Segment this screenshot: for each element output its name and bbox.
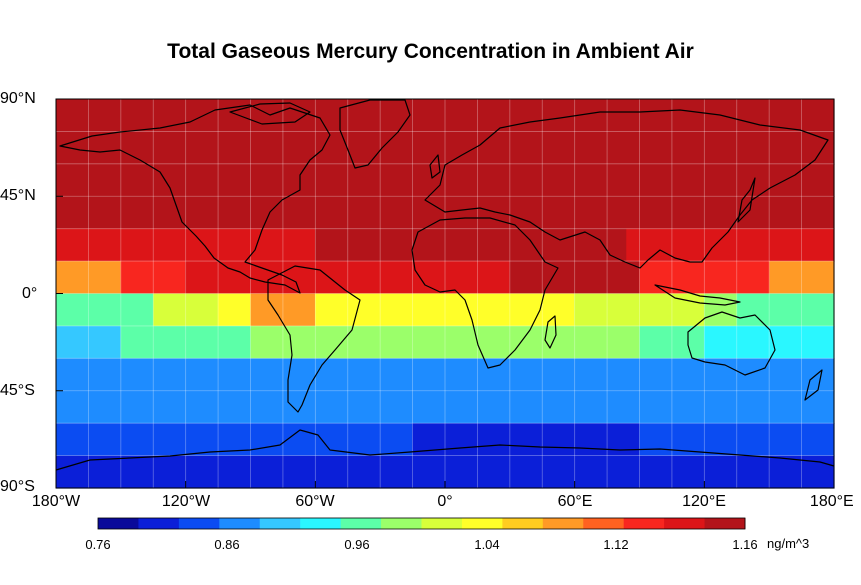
grid-cell (56, 163, 835, 197)
british-isles-outline (429, 154, 441, 179)
colorbar-unit: ng/m^3 (767, 536, 810, 551)
grid-cell (639, 261, 771, 295)
colorbar-swatch (381, 518, 422, 529)
grid-cell (412, 423, 641, 457)
lat-label-0: 0° (22, 285, 38, 302)
colorbar-swatch (421, 518, 463, 529)
grid-cell (56, 358, 835, 392)
colorbar-swatch (178, 518, 220, 529)
australia-outline (687, 311, 776, 376)
grid-cell (153, 293, 219, 327)
indonesia-outline (654, 284, 741, 306)
grid-cell (704, 325, 835, 359)
grid-cell (56, 228, 122, 262)
grid-cell (56, 293, 154, 327)
grid-cell (769, 261, 835, 295)
colorbar-swatch (542, 518, 584, 529)
grid-cell (704, 293, 738, 327)
arctic-islands-outline (229, 102, 311, 125)
lon-label-0: 0° (437, 493, 453, 510)
colorbar (97, 517, 746, 530)
lon-label-60w: 60°W (295, 493, 335, 510)
colorbar-swatch (300, 518, 342, 529)
greenland-outline (339, 99, 411, 169)
grid-cell (736, 293, 835, 327)
colorbar-border (97, 517, 746, 530)
antarctica-outline (55, 429, 835, 471)
north-america-outline (59, 104, 331, 294)
lon-label-180w: 180°W (31, 493, 81, 510)
colorbar-swatch (219, 518, 261, 529)
grid-cell (56, 390, 835, 424)
lon-label-120e: 120°E (682, 493, 726, 510)
grid-cell (56, 131, 835, 165)
colorbar-tick-3: 1.04 (474, 537, 500, 552)
colorbar-tick-0: 0.76 (85, 537, 111, 552)
colorbar-swatch (340, 518, 382, 529)
colorbar-swatch (583, 518, 625, 529)
grid-cell (626, 228, 835, 262)
madagascar-outline (544, 315, 557, 349)
japan-outline (737, 177, 756, 223)
graticule (56, 99, 834, 488)
colorbar-swatch (664, 518, 706, 529)
lon-label-60e: 60°E (557, 493, 593, 510)
grid-cell (315, 293, 511, 327)
grid-cell (120, 228, 316, 262)
coastlines (55, 99, 835, 471)
grid-cell (56, 325, 122, 359)
eurasia-outline (424, 109, 829, 269)
grid-cell (56, 99, 835, 133)
grid-cell (509, 261, 641, 295)
colorbar-swatch (98, 518, 139, 529)
grid-cell (639, 325, 705, 359)
colorbar-swatch (461, 518, 503, 529)
grid-cell (315, 228, 627, 262)
lon-label-120w: 120°W (161, 493, 211, 510)
grid-cell (639, 423, 835, 457)
grid-cell (120, 261, 186, 295)
colorbar-swatch (138, 518, 180, 529)
lat-label-90n: 90°N (0, 90, 36, 107)
grid-cell (217, 293, 252, 327)
grid-cell (120, 196, 705, 230)
lat-label-45s: 45°S (0, 382, 35, 399)
colorbar-tick-2: 0.96 (344, 537, 370, 552)
grid-cell (379, 261, 511, 295)
grid-cell (56, 261, 122, 295)
south-america-outline (267, 265, 361, 413)
lat-label-90s: 90°S (0, 478, 35, 495)
grid-cell (250, 293, 316, 327)
colorbar-tick-5: 1.16 (732, 537, 758, 552)
concentration-grid (56, 99, 835, 489)
lat-label-45n: 45°N (0, 187, 36, 204)
colorbar-swatch (623, 518, 665, 529)
grid-cell (704, 196, 835, 230)
colorbar-swatch (502, 518, 544, 529)
grid-cell (250, 325, 641, 359)
colorbar-swatch (704, 518, 746, 529)
new-zealand-outline (804, 369, 823, 401)
colorbar-tick-4: 1.12 (603, 537, 629, 552)
grid-cell (120, 325, 252, 359)
grid-cell (56, 196, 122, 230)
africa-outline (411, 217, 559, 369)
lon-label-180e: 180°E (809, 493, 854, 510)
colorbar-swatch (259, 518, 301, 529)
colorbar-tick-1: 0.86 (214, 537, 240, 552)
map-title: Total Gaseous Mercury Concentration in A… (167, 40, 694, 63)
grid-cell (185, 261, 251, 295)
